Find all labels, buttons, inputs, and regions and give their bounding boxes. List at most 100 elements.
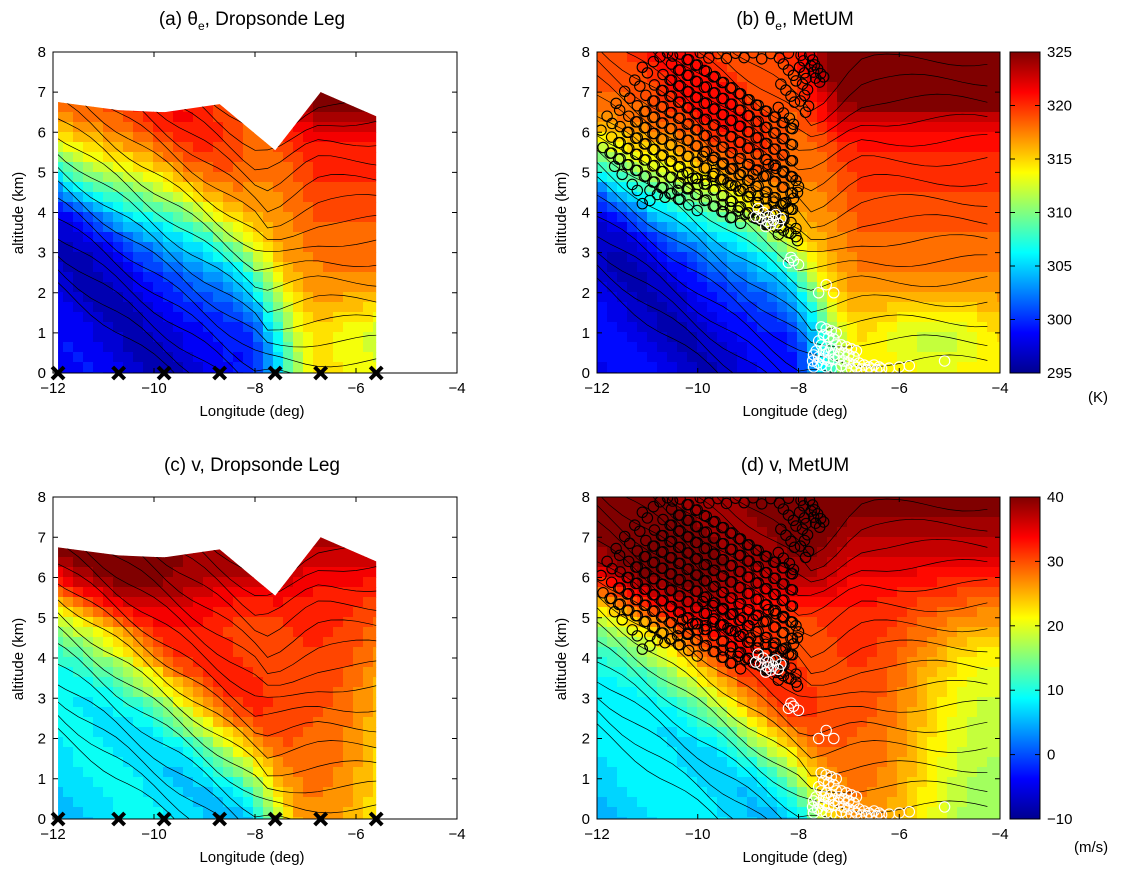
- field-cell: [817, 52, 828, 63]
- field-cell: [203, 172, 214, 183]
- field-cell: [173, 202, 184, 213]
- field-cell: [847, 262, 858, 273]
- field-cell: [123, 707, 134, 718]
- field-cell: [273, 577, 284, 588]
- y-tick-label: 5: [38, 610, 46, 627]
- field-cell: [453, 272, 464, 283]
- field-cell: [917, 212, 928, 223]
- field-cell: [133, 697, 144, 708]
- observation-marker-dark: [776, 149, 789, 161]
- field-cell: [143, 262, 154, 273]
- field-cell: [403, 162, 414, 173]
- field-cell: [263, 282, 274, 293]
- field-cell: [163, 497, 174, 508]
- field-cell: [103, 777, 114, 788]
- field-cell: [93, 547, 104, 558]
- field-cell: [223, 282, 234, 293]
- field-cell: [977, 102, 988, 113]
- field-cell: [363, 302, 374, 313]
- field-cell: [83, 617, 94, 628]
- field-cell: [73, 517, 84, 528]
- field-cell: [957, 82, 968, 93]
- observation-marker-dark: [638, 138, 651, 150]
- field-cell: [313, 62, 324, 73]
- field-cell: [927, 272, 938, 283]
- field-cell: [597, 242, 608, 253]
- field-cell: [687, 252, 698, 263]
- field-cell: [63, 757, 74, 768]
- field-cell: [403, 697, 414, 708]
- field-cell: [997, 102, 1000, 113]
- field-cell: [333, 627, 344, 638]
- field-cell: [273, 312, 284, 323]
- field-cell: [433, 547, 444, 558]
- field-cell: [747, 252, 758, 263]
- field-cell: [143, 212, 154, 223]
- field-cell: [193, 807, 204, 818]
- field-cell: [977, 322, 988, 333]
- field-cell: [627, 292, 638, 303]
- field-cell: [647, 152, 658, 163]
- field-cell: [263, 807, 274, 818]
- field-cell: [987, 182, 998, 193]
- field-cell: [363, 507, 374, 518]
- field-cell: [333, 497, 344, 508]
- field-cell: [957, 52, 968, 63]
- field-cell: [333, 172, 344, 183]
- field-cell: [343, 537, 354, 548]
- field-cell: [83, 272, 94, 283]
- field-cell: [83, 312, 94, 323]
- field-cell: [163, 212, 174, 223]
- panel-d-xlabel: Longitude (deg): [742, 849, 847, 866]
- field-cell: [453, 242, 464, 253]
- observation-marker-dark: [727, 162, 739, 175]
- field-cell: [443, 617, 454, 628]
- field-cell: [987, 142, 998, 153]
- field-cell: [423, 102, 434, 113]
- contour-line: [58, 92, 377, 213]
- field-cell: [947, 182, 958, 193]
- field-cell: [433, 617, 444, 628]
- field-cell: [897, 202, 908, 213]
- field-cell: [103, 717, 114, 728]
- field-cell: [617, 787, 628, 798]
- field-cell: [193, 717, 204, 728]
- field-cell: [777, 372, 788, 373]
- observation-marker-dark: [655, 165, 668, 178]
- field-cell: [173, 547, 184, 558]
- field-cell: [443, 707, 454, 718]
- field-cell: [383, 212, 394, 223]
- field-cell: [837, 132, 848, 143]
- field-cell: [133, 132, 144, 143]
- field-cell: [333, 132, 344, 143]
- field-cell: [163, 342, 174, 353]
- field-cell: [213, 557, 224, 568]
- field-cell: [83, 767, 94, 778]
- field-cell: [353, 797, 364, 808]
- field-cell: [163, 222, 174, 233]
- field-cell: [363, 112, 374, 123]
- field-cell: [243, 132, 254, 143]
- field-cell: [143, 637, 154, 648]
- field-cell: [193, 152, 204, 163]
- field-cell: [353, 627, 364, 638]
- observation-marker-dark: [716, 189, 728, 202]
- field-cell: [313, 182, 324, 193]
- field-cell: [313, 647, 324, 658]
- field-cell: [827, 172, 838, 183]
- field-cell: [183, 607, 194, 618]
- field-cell: [957, 62, 968, 73]
- field-cell: [597, 172, 608, 183]
- field-cell: [133, 212, 144, 223]
- field-cell: [977, 302, 988, 313]
- observation-marker-light: [817, 345, 830, 357]
- field-cell: [193, 617, 204, 628]
- dropsonde-x-marker: [267, 811, 283, 827]
- contour-line: [58, 537, 377, 616]
- field-cell: [263, 597, 274, 608]
- field-cell: [243, 537, 254, 538]
- field-cell: [907, 372, 918, 373]
- field-cell: [273, 292, 284, 303]
- field-cell: [143, 797, 154, 808]
- field-cell: [977, 312, 988, 323]
